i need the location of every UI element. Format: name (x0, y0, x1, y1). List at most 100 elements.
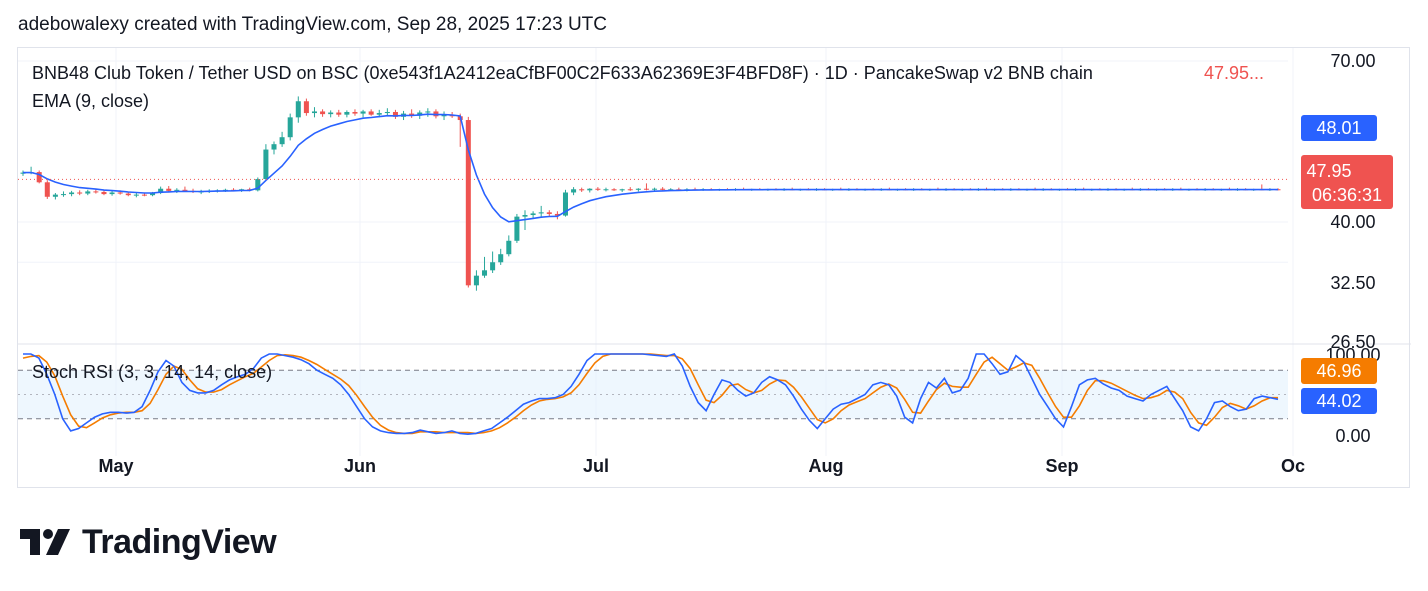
candle-body (384, 111, 390, 114)
chart-frame[interactable]: BNB48 Club Token / Tether USD on BSC (0x… (17, 47, 1411, 489)
candle-body (514, 216, 520, 241)
candle-body (344, 111, 350, 115)
candle (44, 180, 50, 199)
candle-body (311, 111, 317, 114)
candle-body (255, 179, 261, 191)
candle (255, 177, 261, 192)
stoch-k-line (23, 353, 1279, 436)
candle-body (271, 144, 277, 150)
candle-body (579, 189, 585, 191)
candle-body (490, 262, 496, 271)
time-axis[interactable]: May Jun Jul Aug Sep Oc (98, 456, 1305, 476)
candle-body (652, 188, 658, 190)
candles (20, 96, 1281, 291)
last-price-tag-label: 47.95 (1306, 161, 1351, 181)
candle-body (368, 111, 374, 115)
countdown-tag-label: 06:36:31 (1312, 185, 1382, 205)
candle-body (627, 189, 633, 191)
candle (603, 187, 609, 192)
tradingview-logo[interactable]: TradingView (20, 520, 277, 564)
candle-body (546, 212, 552, 214)
candle (465, 116, 471, 288)
candle (554, 211, 560, 220)
candle-body (392, 111, 398, 117)
candle (344, 110, 350, 118)
candle (595, 187, 601, 191)
candle (482, 256, 488, 278)
candle-body (506, 240, 512, 255)
candle-body (1275, 189, 1281, 191)
candle (530, 211, 536, 219)
candle (279, 131, 285, 147)
candle-body (611, 189, 617, 191)
candle-body (303, 101, 309, 114)
candle-body (93, 191, 99, 193)
candle-body (619, 189, 625, 191)
candle-body (287, 117, 293, 138)
candle-body (465, 120, 471, 286)
candle (652, 187, 658, 191)
candle-body (85, 191, 91, 194)
ema-price-tag-label: 48.01 (1316, 118, 1361, 138)
candle-body (522, 215, 528, 217)
candle (441, 111, 447, 121)
candle-body (409, 113, 415, 116)
ema-legend-label: EMA (9, close) (32, 91, 149, 111)
candle-body (562, 192, 568, 216)
tradingview-logo-icon (20, 529, 70, 555)
candle-body (336, 112, 342, 115)
candle (93, 189, 99, 194)
price-axis-tick: 40.00 (1330, 212, 1375, 232)
attribution-text: adebowalexy created with TradingView.com… (18, 14, 607, 35)
candle (619, 188, 625, 192)
candle-body (101, 191, 107, 195)
price-axis-tick: 32.50 (1330, 273, 1375, 293)
candle-body (20, 172, 26, 174)
candle-body (60, 194, 66, 196)
price-axis-tick: 70.00 (1330, 51, 1375, 71)
candle-body (109, 192, 115, 195)
candle-body (668, 189, 674, 191)
candle (579, 187, 585, 192)
candle-body (320, 111, 326, 115)
candle (311, 107, 317, 118)
candle-body (482, 270, 488, 276)
candle (52, 193, 58, 200)
candle (77, 190, 83, 196)
price-axis[interactable]: 70.00 40.00 32.50 26.50 (1330, 51, 1375, 352)
candle-body (635, 188, 641, 190)
chart-canvas[interactable]: BNB48 Club Token / Tether USD on BSC (0x… (18, 48, 1411, 489)
candle (20, 170, 26, 176)
candle (271, 141, 277, 155)
candle-body (425, 111, 431, 113)
candle (109, 190, 115, 196)
candle-body (77, 192, 83, 194)
candle-body (660, 188, 666, 190)
candle (328, 110, 334, 118)
candle-body (182, 189, 188, 191)
time-axis-tick: Aug (809, 456, 844, 476)
time-axis-tick: May (98, 456, 133, 476)
candle-body (498, 254, 504, 263)
candle (546, 210, 552, 217)
candle-body (141, 194, 147, 196)
candle (498, 248, 504, 265)
candle-body (150, 193, 156, 196)
grid-lines (18, 48, 1294, 456)
price-axis-tick: 26.50 (1330, 332, 1375, 352)
candle-body (125, 193, 131, 196)
time-axis-tick: Jun (344, 456, 376, 476)
candle (571, 187, 577, 196)
candle-body (158, 188, 164, 194)
candle (133, 193, 139, 198)
candle (635, 188, 641, 192)
candle-body (352, 111, 358, 114)
candle (611, 188, 617, 191)
candle-body (587, 188, 593, 191)
candle (506, 235, 512, 257)
time-axis-tick: Oc (1281, 456, 1305, 476)
candle-body (328, 112, 334, 115)
ema-line (22, 113, 1279, 223)
candle-body (174, 189, 180, 191)
candle (336, 109, 342, 117)
